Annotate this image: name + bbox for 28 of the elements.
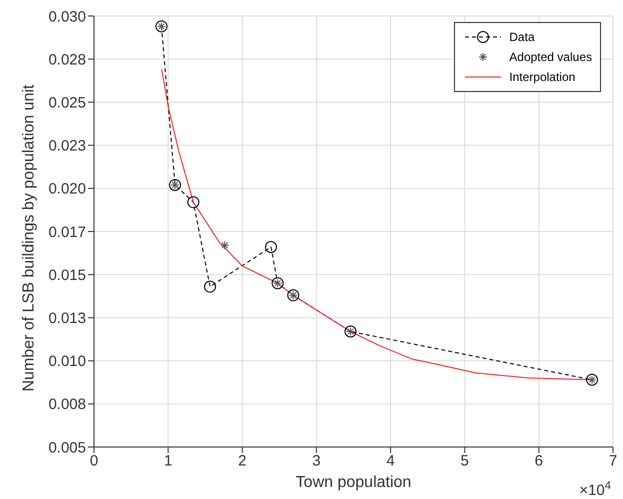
x-tick-label: 0 <box>90 452 98 470</box>
y-axis-title: Number of LSB buildings by population unit <box>20 84 38 392</box>
x-tick-label: 5 <box>460 452 469 470</box>
point <box>264 241 277 254</box>
y-tick-label: 0.017 <box>48 224 86 241</box>
legend-label: Adopted values <box>509 50 592 64</box>
point <box>187 196 200 208</box>
y-tick-label: 0.023 <box>48 138 86 155</box>
x-tick-label: 7 <box>608 452 618 470</box>
point <box>204 280 216 293</box>
x-tick-label: 1 <box>164 452 172 470</box>
legend-label: Data <box>509 30 535 44</box>
y-tick-label: 0.015 <box>48 266 86 284</box>
y-tick-label: 0.008 <box>48 396 86 414</box>
x-axis-title: Town population <box>296 474 412 491</box>
y-tick-label: 0.005 <box>48 439 86 456</box>
y-tick-label: 0.020 <box>48 180 86 198</box>
text: ×10$^{4}$ <box>579 480 611 499</box>
x-tick-label: 4 <box>386 452 395 470</box>
x-tick-label: 3 <box>312 452 321 470</box>
legend-label: Interpolation <box>509 70 576 84</box>
y-tick-label: 0.013 <box>48 310 86 328</box>
x-tick-label: 6 <box>534 452 544 470</box>
y-tick-label: 0.028 <box>48 51 86 68</box>
y-tick-label: 0.025 <box>48 94 86 112</box>
x-tick-label: 2 <box>238 452 246 470</box>
y-tick-label: 0.030 <box>48 8 86 26</box>
y-tick-label: 0.010 <box>48 353 86 370</box>
